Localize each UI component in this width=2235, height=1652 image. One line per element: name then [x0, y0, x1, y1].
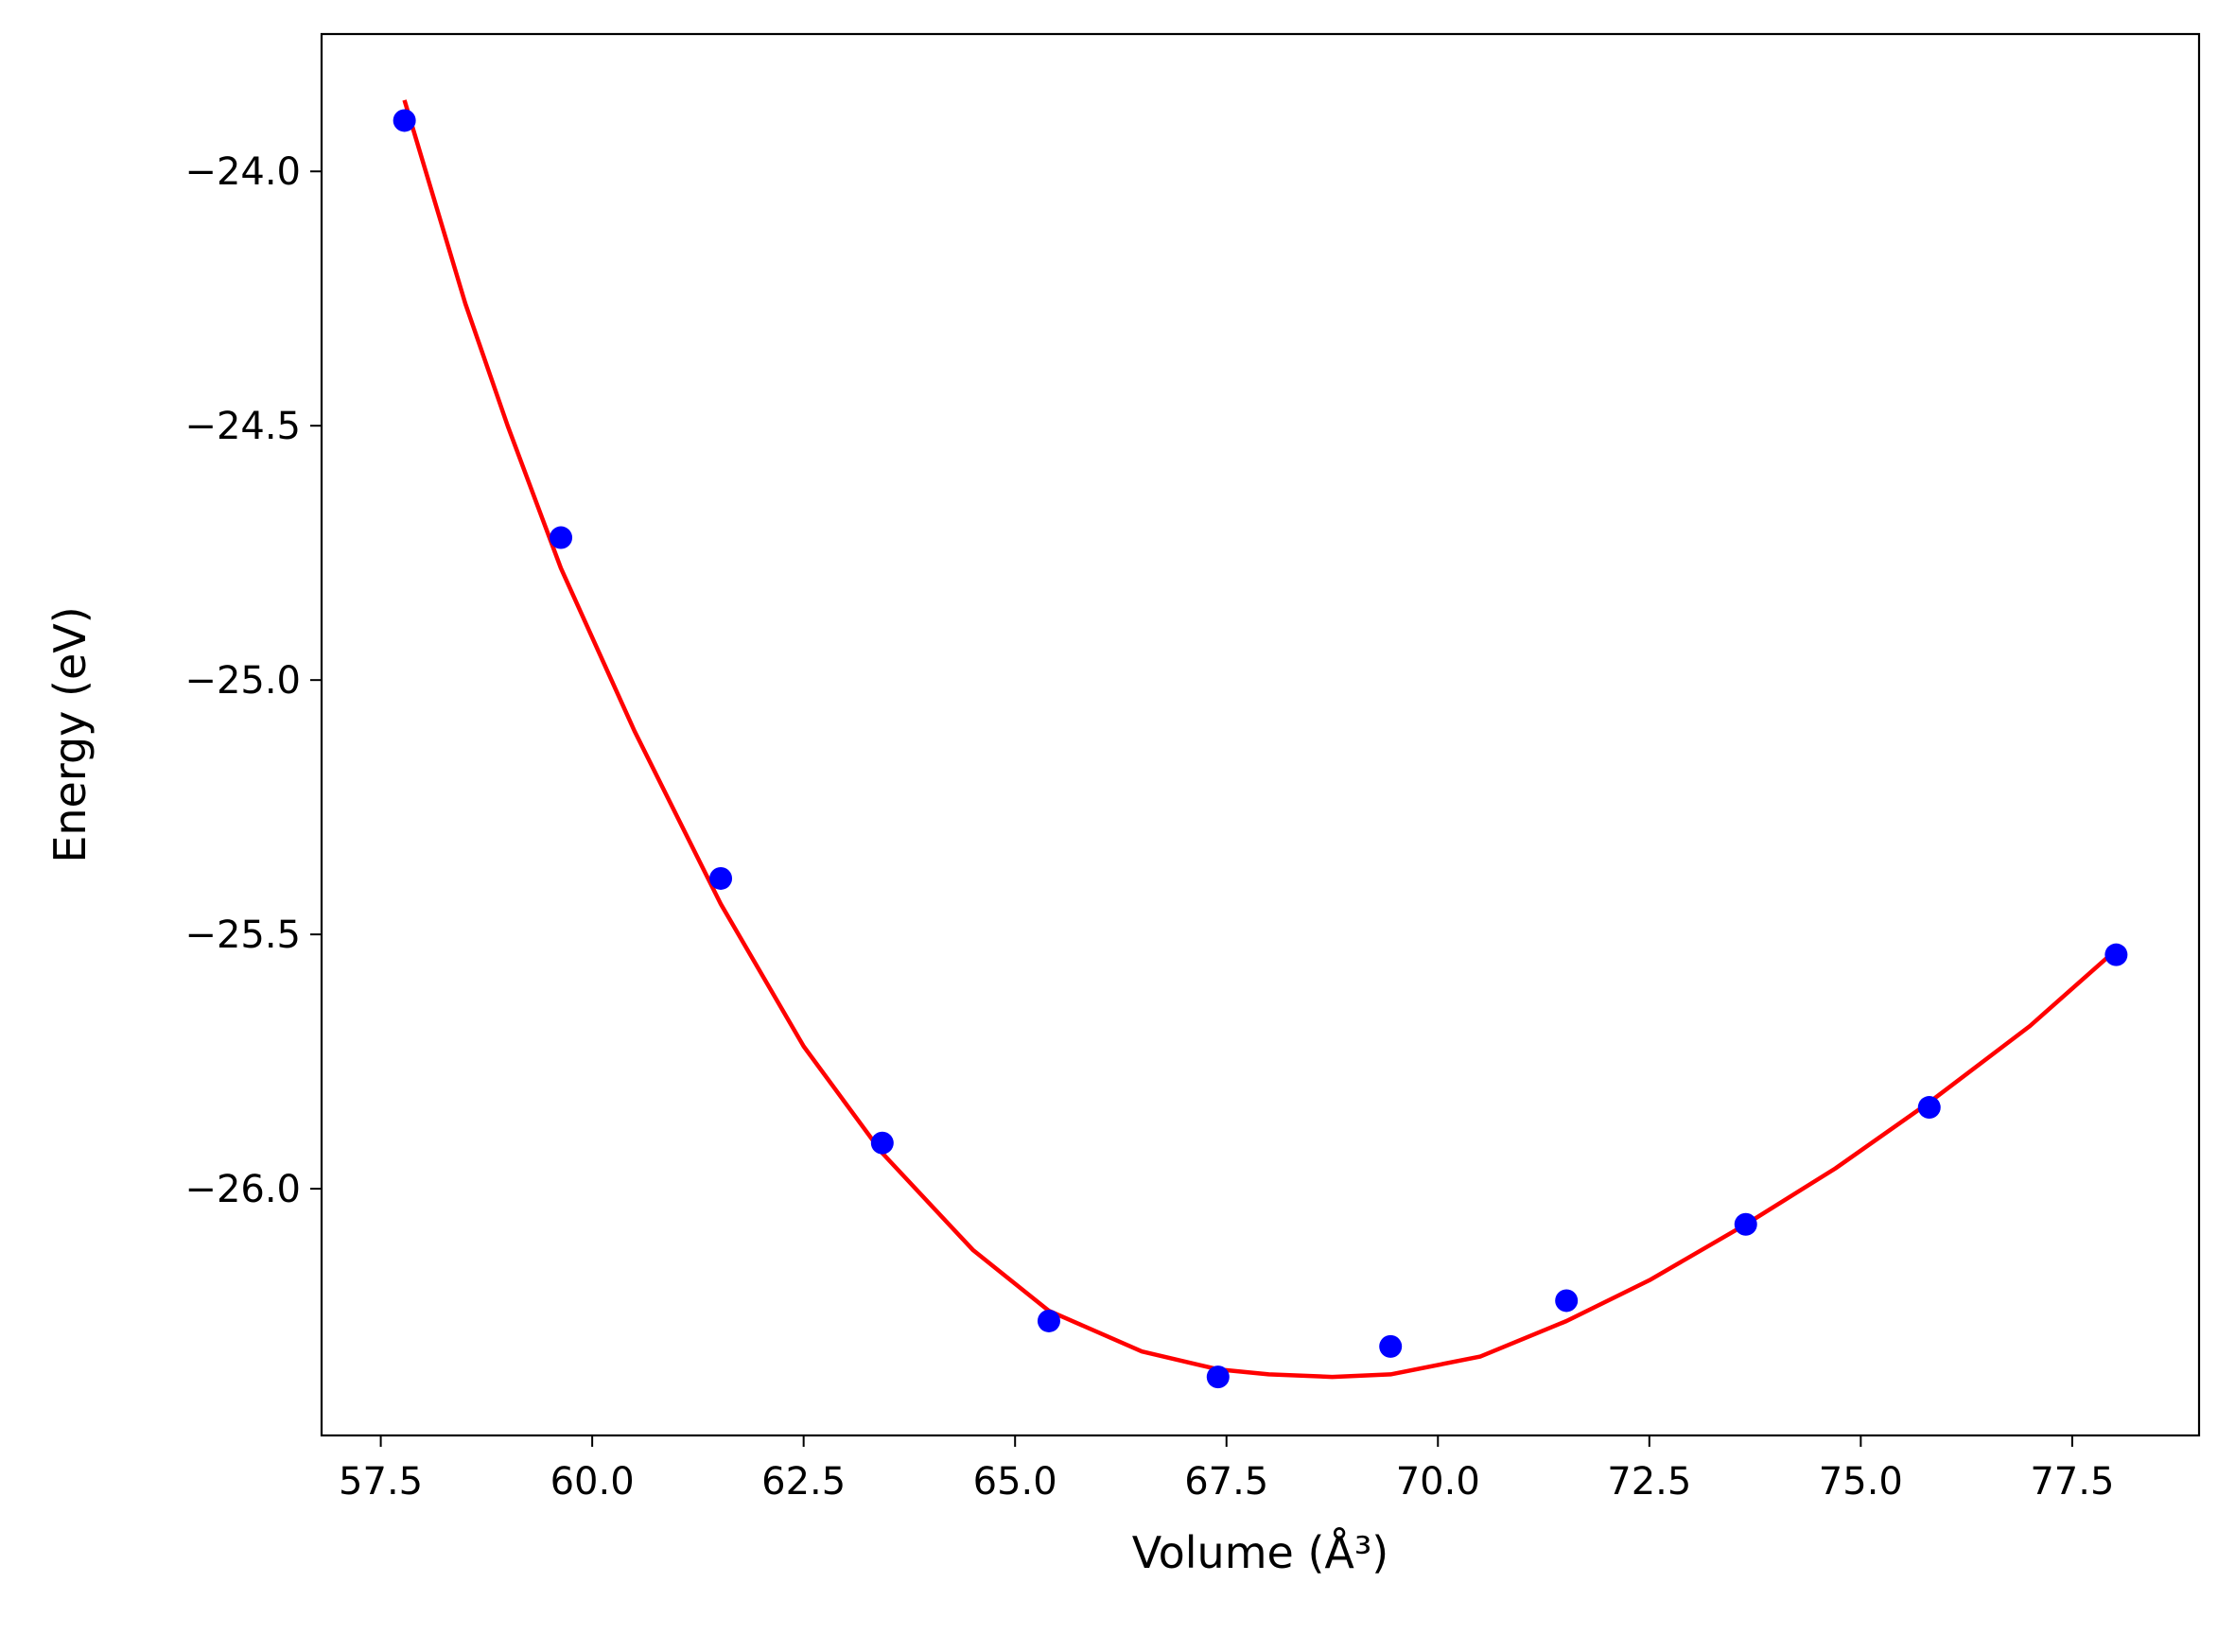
y-tick-label: −26.0	[184, 1168, 301, 1211]
x-tick-label: 65.0	[973, 1460, 1057, 1504]
y-axis-label: Energy (eV)	[44, 606, 96, 862]
data-point	[2104, 943, 2128, 966]
x-axis-label: Volume (Å³)	[1132, 1527, 1389, 1578]
data-point	[870, 1131, 894, 1155]
axes-frame	[320, 32, 2201, 1437]
data-point	[1734, 1212, 1757, 1236]
data-point	[1379, 1334, 1403, 1358]
x-axis-ticks: 57.5 60.0 62.5 65.0 67.5 70.0 72.5 75.0 77.5	[339, 1435, 2114, 1504]
data-point	[1555, 1289, 1579, 1313]
y-axis-ticks: −24.0 −24.5 −25.0 −25.5 −26.0	[184, 150, 322, 1211]
x-tick-label: 77.5	[2030, 1460, 2114, 1504]
x-tick-label: 70.0	[1396, 1460, 1480, 1504]
y-tick-label: −25.0	[184, 659, 301, 703]
x-tick-label: 62.5	[761, 1460, 846, 1504]
x-tick-label: 60.0	[550, 1460, 635, 1504]
x-tick-label: 57.5	[339, 1460, 423, 1504]
data-point	[1206, 1365, 1230, 1389]
data-point	[709, 866, 733, 890]
data-point	[1917, 1096, 1941, 1120]
plot-area	[393, 99, 2128, 1389]
y-tick-label: −24.0	[184, 150, 301, 194]
x-tick-label: 72.5	[1607, 1460, 1691, 1504]
y-tick-label: −24.5	[184, 405, 301, 448]
data-point	[393, 109, 416, 132]
data-point	[550, 526, 573, 549]
y-tick-label: −25.5	[184, 913, 301, 957]
x-tick-label: 67.5	[1184, 1460, 1268, 1504]
data-point	[1037, 1309, 1060, 1332]
x-tick-label: 75.0	[1819, 1460, 1903, 1504]
